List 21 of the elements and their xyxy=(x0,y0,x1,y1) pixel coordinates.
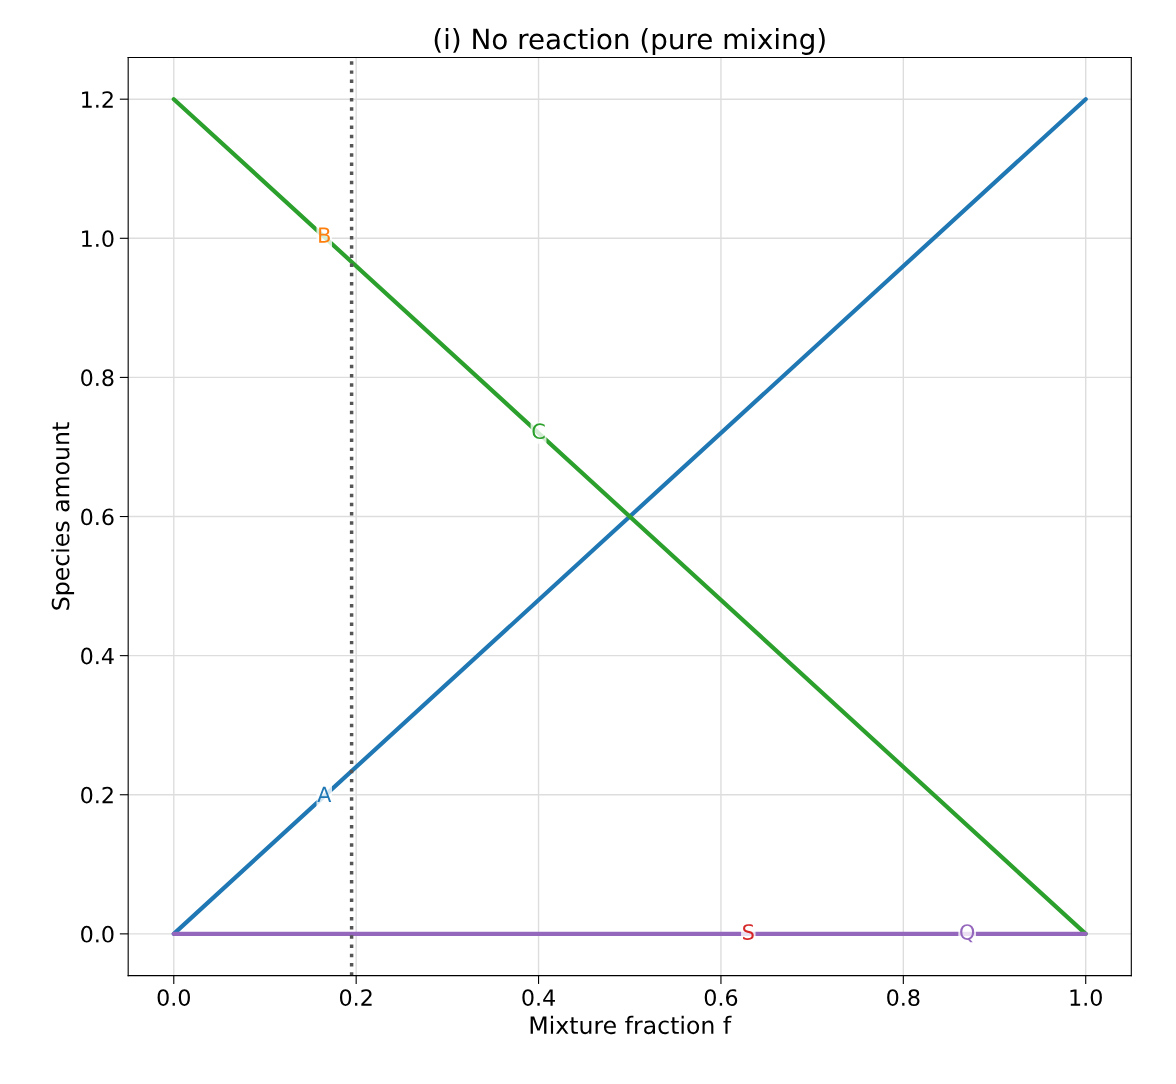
x-tick-label: 0.6 xyxy=(704,989,738,1006)
x-tick-label: 1.0 xyxy=(1070,989,1102,1006)
y-tick-label: 1.0 xyxy=(82,230,114,248)
y-tick-label: 1.2 xyxy=(82,91,113,108)
annotation: C xyxy=(532,423,545,440)
y-tick-label: 0.4 xyxy=(81,647,114,665)
y-tick-label: 0.2 xyxy=(81,786,113,804)
y-axis-title: Species amount xyxy=(51,422,75,610)
annotation: B xyxy=(319,227,330,243)
x-tick-label: 0.2 xyxy=(339,989,372,1006)
y-tick-label: 0.8 xyxy=(81,369,114,387)
chart-title: (i) No reaction (pure mixing) xyxy=(434,28,825,55)
y-tick-label: 0.6 xyxy=(81,508,114,526)
x-tick-label: 0.4 xyxy=(522,989,555,1006)
x-tick-label: 0.0 xyxy=(157,989,190,1006)
annotation: A xyxy=(317,786,332,802)
x-tick-label: 0.8 xyxy=(887,989,920,1006)
annotation: Q xyxy=(960,924,975,943)
y-tick-label: 0.0 xyxy=(81,925,114,943)
annotation: S xyxy=(743,924,754,940)
x-axis-title: Mixture fraction f xyxy=(530,1015,732,1035)
